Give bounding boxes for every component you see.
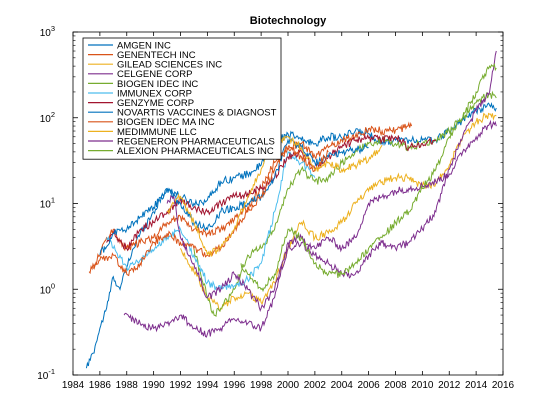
x-tick-label: 2004 bbox=[331, 380, 354, 391]
legend-label: GENZYME CORP bbox=[117, 98, 194, 109]
x-tick-label: 2002 bbox=[304, 380, 327, 391]
series-line-0 bbox=[85, 101, 497, 369]
x-tick-label: 1994 bbox=[196, 380, 219, 391]
y-tick-label: 101 bbox=[40, 196, 55, 211]
legend-label: REGENERON PHARMACEUTICALS bbox=[117, 136, 275, 147]
x-tick-label: 1996 bbox=[223, 380, 246, 391]
y-tick-label: 102 bbox=[40, 110, 55, 125]
x-tick-label: 1988 bbox=[116, 380, 139, 391]
legend-label: BIOGEN IDEC INC bbox=[117, 79, 198, 90]
legend-label: GENENTECH INC bbox=[117, 50, 196, 61]
y-tick-label: 10-1 bbox=[37, 367, 55, 382]
series-line-2 bbox=[180, 112, 497, 312]
legend-label: CELGENE CORP bbox=[117, 69, 193, 80]
x-tick-label: 2006 bbox=[358, 380, 381, 391]
series-line-4 bbox=[193, 90, 497, 317]
legend-label: BIOGEN IDEC MA INC bbox=[117, 117, 215, 128]
x-tick-label: 1984 bbox=[62, 380, 85, 391]
x-axis: 1984 1986 1988 1990 1992 1994 1996 1998 2000 2002… bbox=[62, 32, 515, 391]
x-tick-label: 1992 bbox=[169, 380, 192, 391]
x-tick-label: 2008 bbox=[384, 380, 407, 391]
series-line-7 bbox=[99, 137, 369, 256]
legend-label: IMMUNEX CORP bbox=[117, 88, 192, 99]
series-line-1 bbox=[88, 121, 413, 275]
series-line-10 bbox=[166, 50, 497, 312]
legend-label: AMGEN INC bbox=[117, 40, 171, 51]
legend-label: ALEXION PHARMACEUTICALS INC bbox=[117, 146, 274, 157]
series-line-11 bbox=[240, 62, 497, 293]
x-tick-label: 1986 bbox=[89, 380, 112, 391]
y-axis: 10-1 100 101 102 103 bbox=[37, 24, 503, 382]
y-tick-label: 103 bbox=[40, 24, 55, 39]
x-tick-label: 2000 bbox=[277, 380, 300, 391]
series-line-5 bbox=[106, 150, 316, 292]
plot-area bbox=[85, 50, 497, 369]
x-tick-label: 2014 bbox=[465, 380, 488, 391]
y-tick-label: 100 bbox=[40, 281, 55, 296]
x-tick-label: 1990 bbox=[143, 380, 166, 391]
chart-title: Biotechnology bbox=[250, 15, 327, 27]
legend-label: GILEAD SCIENCES INC bbox=[117, 60, 222, 71]
legend-label: NOVARTIS VACCINES & DIAGNOST bbox=[117, 108, 277, 119]
x-tick-label: 2012 bbox=[438, 380, 461, 391]
x-tick-label: 2010 bbox=[411, 380, 434, 391]
legend-box bbox=[82, 37, 282, 160]
series-line-3 bbox=[123, 119, 497, 338]
x-tick-label: 1998 bbox=[250, 380, 273, 391]
x-tick-label: 2016 bbox=[492, 380, 515, 391]
legend-label: MEDIMMUNE LLC bbox=[117, 127, 197, 138]
